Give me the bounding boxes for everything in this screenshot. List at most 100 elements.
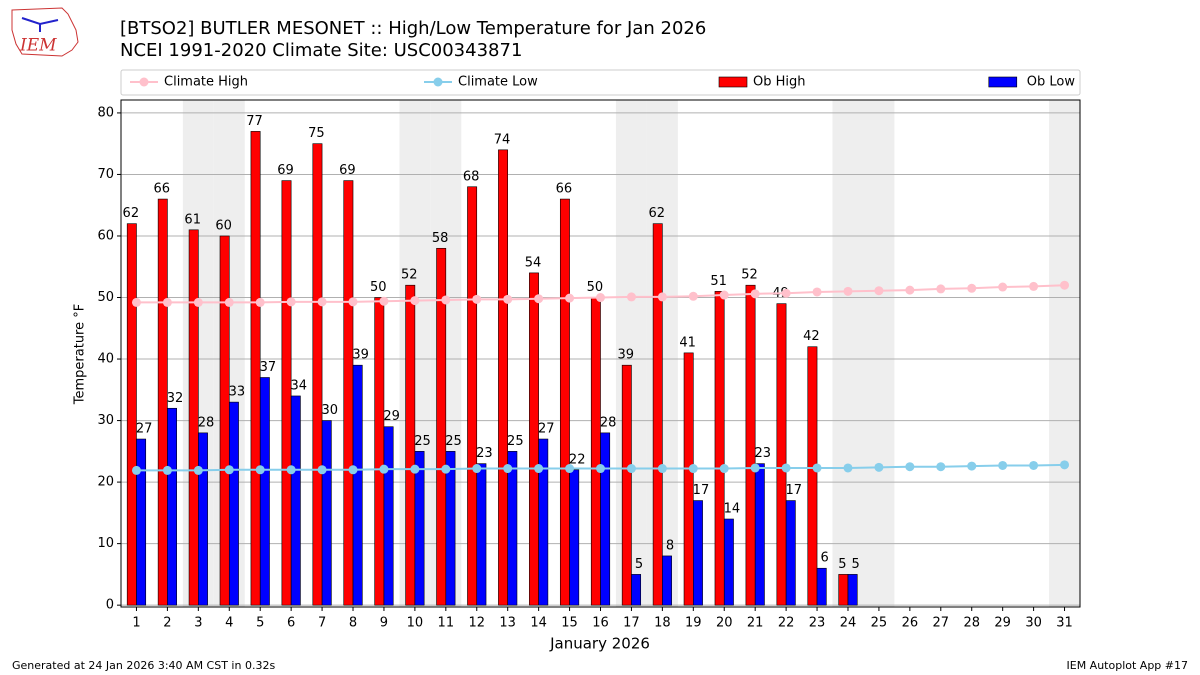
climate-marker [441, 464, 451, 474]
bar [847, 574, 858, 606]
climate-marker [657, 464, 667, 474]
data-label: 62 [123, 206, 140, 221]
bar [136, 438, 147, 606]
climate-marker [224, 465, 234, 475]
y-tick-label: 70 [97, 167, 114, 182]
chart-title: [BTSO2] BUTLER MESONET :: High/Low Tempe… [120, 18, 706, 39]
logo-text: IEM [19, 36, 57, 56]
bar [529, 272, 539, 606]
climate-marker [410, 296, 420, 306]
legend-swatch [718, 76, 748, 88]
data-label: 69 [277, 163, 294, 178]
x-tick-label: 10 [407, 616, 424, 631]
data-label: 28 [600, 415, 617, 430]
data-label: 23 [476, 446, 493, 461]
x-tick-label: 31 [1056, 616, 1073, 631]
climate-marker [317, 297, 327, 307]
data-label: 25 [445, 434, 462, 449]
climate-marker [843, 463, 853, 473]
climate-marker [688, 464, 698, 474]
climate-marker [936, 462, 946, 472]
climate-marker [905, 285, 915, 295]
data-label: 52 [741, 268, 758, 283]
x-tick-label: 4 [225, 616, 233, 631]
x-tick-label: 5 [256, 616, 264, 631]
data-label: 23 [755, 446, 772, 461]
x-tick-label: 16 [592, 616, 609, 631]
legend-box [120, 69, 1081, 96]
x-tick-label: 21 [747, 616, 764, 631]
x-tick-label: 25 [871, 616, 888, 631]
y-tick-label: 0 [106, 598, 114, 613]
climate-marker [998, 460, 1008, 470]
climate-marker [286, 465, 296, 475]
bar [745, 284, 756, 606]
climate-marker [719, 290, 729, 300]
bar [436, 247, 447, 606]
data-label: 52 [401, 268, 418, 283]
bar [838, 574, 849, 606]
x-tick-label: 20 [716, 616, 733, 631]
climate-marker [565, 464, 575, 474]
bar [507, 451, 518, 606]
climate-marker [812, 287, 822, 297]
bar [343, 180, 354, 606]
chart-subtitle: NCEI 1991-2020 Climate Site: USC00343871 [120, 40, 522, 61]
bar [693, 500, 703, 606]
climate-marker [905, 462, 915, 472]
data-label: 50 [587, 280, 604, 295]
bar [569, 469, 580, 606]
climate-marker [193, 297, 203, 307]
x-tick-label: 28 [963, 616, 980, 631]
y-axis-label: Temperature °F [73, 304, 88, 405]
data-label: 25 [414, 434, 431, 449]
climate-marker [1060, 460, 1070, 470]
y-tick-label: 20 [97, 475, 114, 490]
bar [157, 198, 168, 606]
footer-right: IEM Autoplot App #17 [1067, 659, 1189, 672]
bar [445, 451, 456, 606]
bar [383, 426, 394, 606]
x-tick-label: 8 [349, 616, 357, 631]
bar [281, 180, 292, 606]
climate-marker [441, 295, 451, 305]
data-label: 61 [184, 212, 201, 227]
weekend-shade [832, 100, 864, 607]
y-tick-label: 50 [97, 290, 114, 305]
data-label: 5 [851, 557, 859, 572]
x-tick-label: 24 [840, 616, 857, 631]
bar [374, 297, 385, 606]
data-label: 29 [383, 409, 400, 424]
climate-marker [1029, 281, 1039, 291]
x-tick-label: 12 [468, 616, 485, 631]
data-label: 51 [710, 274, 727, 289]
data-label: 66 [556, 182, 573, 197]
bar [167, 407, 177, 606]
bar [538, 438, 549, 606]
data-label: 30 [321, 403, 338, 418]
climate-marker [503, 464, 513, 474]
bar [816, 567, 827, 606]
legend-label: Climate Low [458, 75, 538, 90]
climate-marker [719, 464, 729, 474]
climate-marker [131, 297, 141, 307]
bar [776, 303, 787, 606]
logo-icon [21, 17, 59, 32]
climate-marker [750, 463, 760, 473]
bar [723, 518, 734, 606]
bar [467, 186, 478, 606]
x-tick-label: 22 [778, 616, 795, 631]
y-tick-label: 10 [97, 536, 114, 551]
bar [559, 198, 570, 606]
climate-marker [998, 282, 1008, 292]
data-label: 39 [618, 348, 635, 363]
bar [683, 352, 694, 606]
data-label: 5 [838, 557, 846, 572]
climate-marker [379, 464, 389, 474]
climate-marker [1060, 280, 1070, 290]
climate-marker [224, 297, 234, 307]
data-label: 22 [569, 452, 586, 467]
x-tick-label: 1 [132, 616, 140, 631]
climate-marker [596, 293, 605, 303]
